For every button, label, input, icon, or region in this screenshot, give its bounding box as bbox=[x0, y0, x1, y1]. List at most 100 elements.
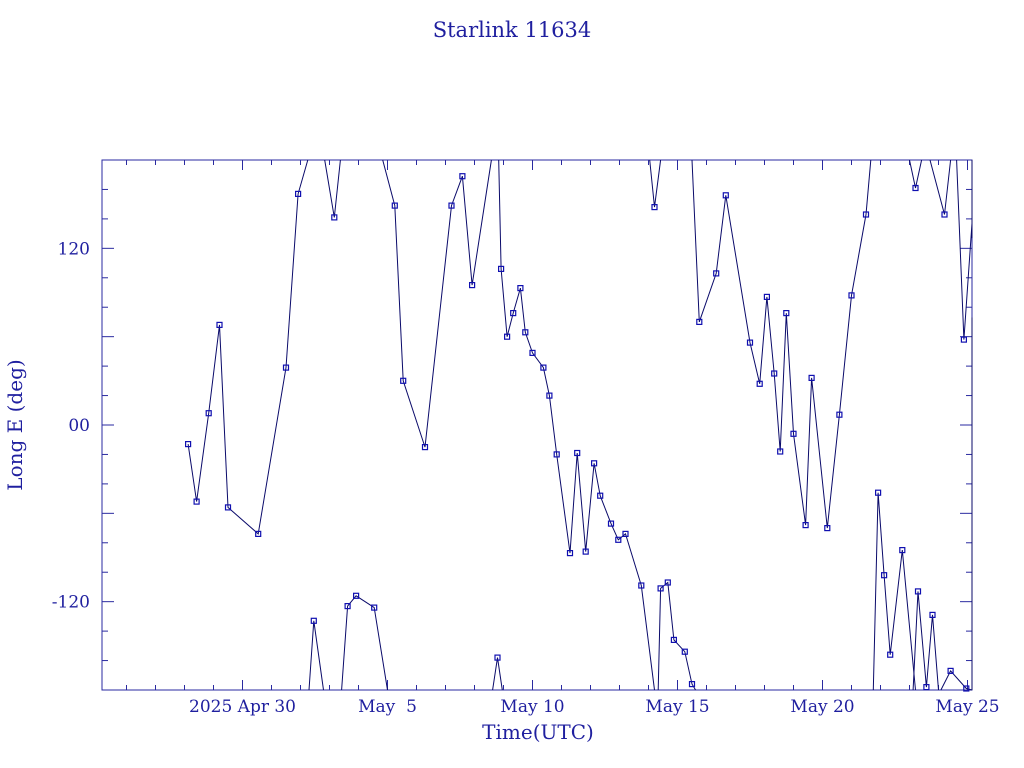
data-point bbox=[353, 592, 360, 599]
data-point bbox=[771, 370, 778, 377]
data-point bbox=[790, 430, 797, 437]
data-point bbox=[448, 202, 455, 209]
x-tick-label: 2025 Apr 30 bbox=[189, 697, 296, 717]
data-point bbox=[777, 448, 784, 455]
data-point bbox=[494, 654, 501, 661]
data-point bbox=[615, 536, 622, 543]
data-point bbox=[664, 579, 671, 586]
y-tick-label: 120 bbox=[58, 239, 90, 259]
data-point bbox=[929, 611, 936, 619]
data-point bbox=[566, 549, 574, 557]
series-line-segment bbox=[324, 159, 341, 218]
data-point bbox=[205, 410, 212, 417]
data-point bbox=[529, 349, 536, 356]
data-point bbox=[923, 683, 930, 691]
data-point bbox=[914, 588, 922, 595]
data-point bbox=[553, 451, 560, 458]
data-point bbox=[469, 282, 476, 289]
data-point bbox=[193, 498, 200, 505]
series-line-segment bbox=[341, 595, 388, 691]
series-line-segment bbox=[649, 159, 662, 208]
x-tick-label: May 5 bbox=[358, 697, 417, 717]
series-line-segment bbox=[492, 657, 503, 691]
series-line-segment bbox=[308, 620, 324, 691]
data-point bbox=[681, 648, 688, 655]
data-point bbox=[756, 380, 763, 387]
data-point bbox=[574, 449, 581, 457]
y-tick-labels: 120 00 -120 bbox=[52, 239, 90, 612]
data-point bbox=[713, 270, 720, 277]
data-point bbox=[912, 184, 919, 192]
data-point bbox=[746, 339, 754, 346]
data-point bbox=[510, 310, 517, 317]
series-line-segment bbox=[872, 492, 916, 691]
x-tick-label: May 25 bbox=[935, 697, 999, 717]
data-point bbox=[848, 292, 855, 299]
plot-frame bbox=[101, 159, 973, 691]
series-line-segment bbox=[909, 159, 923, 189]
series-line-segment bbox=[912, 591, 939, 691]
y-ticks bbox=[102, 159, 972, 691]
data-point bbox=[824, 524, 831, 532]
series-line-segment bbox=[187, 159, 309, 535]
data-point bbox=[651, 204, 658, 211]
series-line-segment bbox=[691, 159, 872, 529]
data-series bbox=[185, 159, 973, 692]
x-tick-labels: 2025 Apr 30 May 5 May 10 May 15 May 20 May 25 bbox=[189, 697, 1000, 717]
x-tick-label: May 20 bbox=[790, 697, 854, 717]
x-axis-label: Time(UTC) bbox=[482, 720, 594, 744]
data-point bbox=[941, 211, 948, 218]
data-point bbox=[597, 492, 604, 499]
data-point bbox=[802, 521, 809, 529]
data-point bbox=[331, 214, 338, 221]
data-point bbox=[310, 617, 317, 624]
data-point bbox=[255, 530, 262, 538]
data-point bbox=[546, 392, 553, 399]
data-point bbox=[808, 374, 815, 381]
data-point bbox=[540, 364, 547, 371]
data-point bbox=[504, 333, 511, 340]
y-axis-label: Long E (deg) bbox=[3, 359, 27, 490]
series-line-segment bbox=[498, 159, 655, 691]
data-point bbox=[874, 489, 882, 496]
series-line-segment bbox=[929, 159, 952, 215]
data-point bbox=[185, 441, 192, 448]
data-point bbox=[582, 548, 589, 555]
data-point bbox=[696, 318, 703, 325]
series-line-segment bbox=[956, 159, 973, 340]
data-point bbox=[400, 377, 407, 384]
chart-title: Starlink 11634 bbox=[433, 18, 592, 42]
data-point bbox=[899, 546, 906, 554]
data-point bbox=[688, 680, 696, 688]
data-point bbox=[295, 190, 302, 197]
data-point bbox=[622, 530, 629, 538]
data-point bbox=[282, 364, 290, 371]
data-point bbox=[590, 460, 598, 467]
data-point bbox=[763, 293, 771, 300]
data-point bbox=[887, 651, 894, 658]
data-point bbox=[522, 329, 529, 336]
data-point bbox=[517, 285, 524, 292]
data-point bbox=[862, 211, 870, 218]
data-point bbox=[391, 202, 398, 209]
data-point bbox=[638, 582, 645, 589]
data-point bbox=[498, 265, 505, 272]
data-point bbox=[880, 572, 888, 579]
data-point bbox=[224, 504, 232, 511]
data-point bbox=[947, 667, 954, 675]
series-line-segment bbox=[382, 159, 492, 448]
data-point bbox=[836, 411, 843, 418]
data-point bbox=[960, 336, 968, 343]
data-point bbox=[963, 685, 970, 692]
data-point bbox=[657, 585, 664, 592]
x-tick-label: May 15 bbox=[645, 697, 709, 717]
data-point bbox=[783, 310, 790, 317]
data-point bbox=[722, 192, 729, 199]
data-point bbox=[371, 604, 378, 611]
data-point bbox=[670, 636, 678, 644]
data-point bbox=[607, 520, 615, 527]
y-tick-label: 00 bbox=[68, 416, 90, 436]
series-line-segment bbox=[657, 581, 697, 691]
x-tick-label: May 10 bbox=[500, 697, 564, 717]
